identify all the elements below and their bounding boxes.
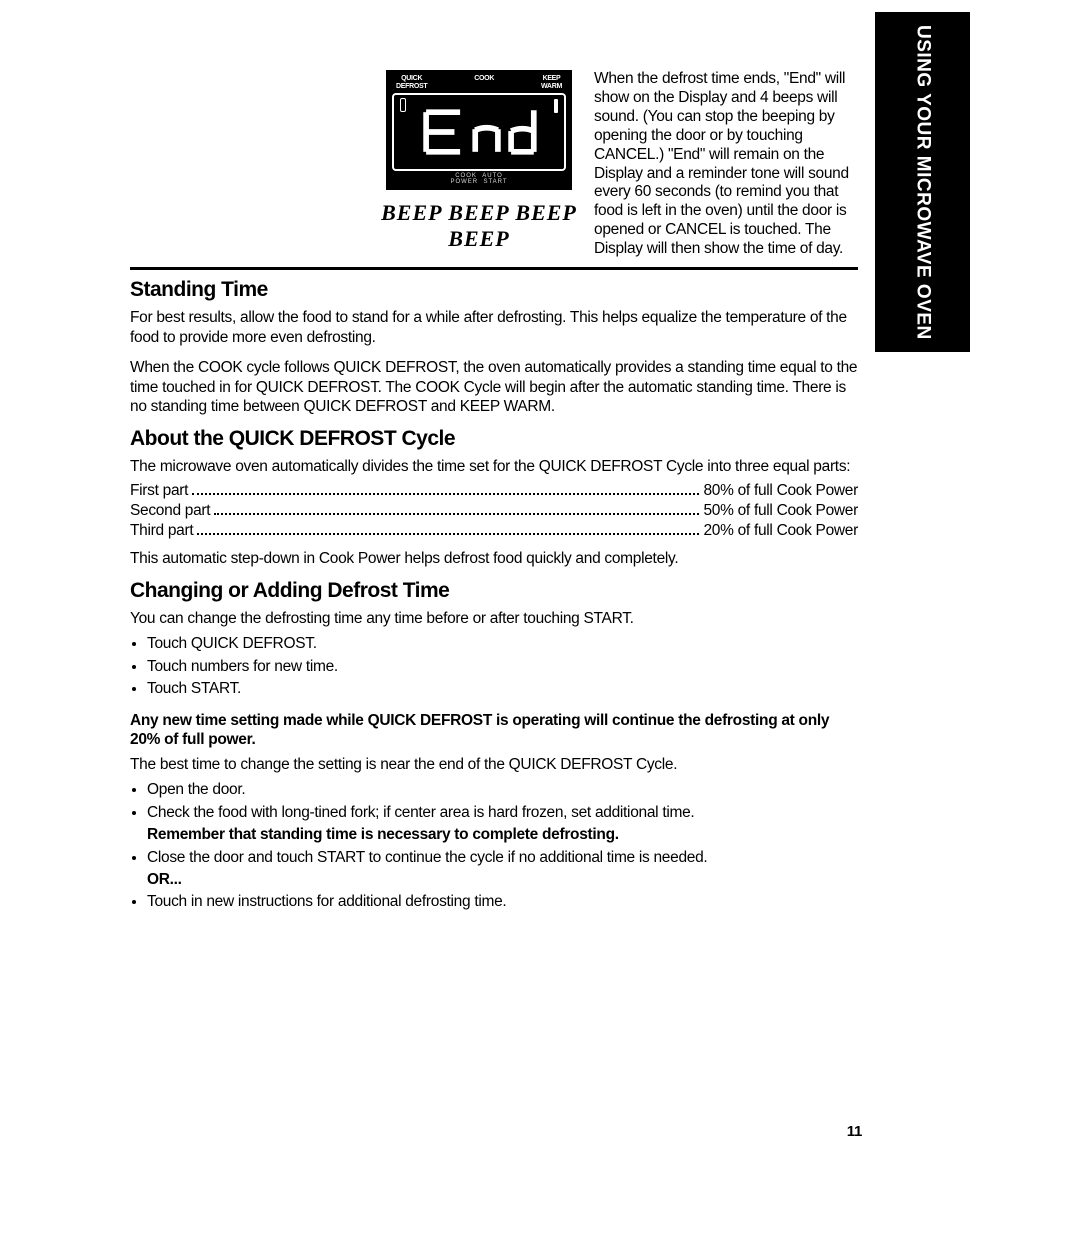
- panel-bottom-labels: COOK AUTOPOWER START: [392, 173, 566, 186]
- leader-value: 80% of full Cook Power: [703, 481, 858, 501]
- leader-row-3: Third part 20% of full Cook Power: [130, 521, 858, 541]
- leader-row-1: First part 80% of full Cook Power: [130, 481, 858, 501]
- about-cycle-intro: The microwave oven automatically divides…: [130, 457, 858, 477]
- leader-label: Third part: [130, 521, 193, 541]
- panel-label-cook: COOK: [474, 75, 494, 90]
- display-panel: QUICK DEFROST COOK KEEP WARM: [386, 70, 572, 190]
- step-item: Touch START.: [147, 678, 858, 700]
- panel-top-row: QUICK DEFROST COOK KEEP WARM: [392, 74, 566, 90]
- step-item: Check the food with long-tined fork; if …: [147, 802, 858, 847]
- note-bold: Any new time setting made while QUICK DE…: [130, 711, 858, 750]
- step-item: Touch in new instructions for additional…: [147, 891, 858, 913]
- step-item: Close the door and touch START to contin…: [147, 847, 858, 892]
- section-tab-label: USING YOUR MICROWAVE OVEN: [912, 25, 934, 340]
- panel-left-indicator: [400, 98, 406, 112]
- panel-label-keep-warm: KEEP WARM: [541, 75, 562, 90]
- page-content: QUICK DEFROST COOK KEEP WARM: [130, 70, 858, 918]
- standing-time-p2: When the COOK cycle follows QUICK DEFROS…: [130, 358, 858, 417]
- leader-dots: [214, 501, 699, 515]
- step-item: Open the door.: [147, 779, 858, 801]
- leader-row-2: Second part 50% of full Cook Power: [130, 501, 858, 521]
- heading-changing-time: Changing or Adding Defrost Time: [130, 579, 858, 603]
- panel-right-indicator: [554, 99, 558, 113]
- changing-time-steps: Touch QUICK DEFROST. Touch numbers for n…: [130, 633, 858, 700]
- step-item: Touch numbers for new time.: [147, 656, 858, 678]
- beep-text: BEEP BEEP BEEP BEEP: [374, 200, 584, 252]
- page-number: 11: [847, 1123, 862, 1140]
- leader-dots: [197, 521, 699, 535]
- leader-value: 20% of full Cook Power: [703, 521, 858, 541]
- section-tab: USING YOUR MICROWAVE OVEN: [875, 12, 970, 352]
- leader-value: 50% of full Cook Power: [703, 501, 858, 521]
- power-leader-list: First part 80% of full Cook Power Second…: [130, 481, 858, 541]
- best-time-note: The best time to change the setting is n…: [130, 755, 858, 775]
- display-row: QUICK DEFROST COOK KEEP WARM: [386, 70, 858, 259]
- panel-screen: [392, 93, 566, 171]
- panel-label-quick-defrost: QUICK DEFROST: [396, 75, 427, 90]
- leader-label: First part: [130, 481, 188, 501]
- panel-segment-display: [394, 97, 564, 167]
- leader-dots: [192, 481, 699, 495]
- about-cycle-outro: This automatic step-down in Cook Power h…: [130, 549, 858, 569]
- heading-about-cycle: About the QUICK DEFROST Cycle: [130, 427, 858, 451]
- final-steps: Open the door. Check the food with long-…: [130, 779, 858, 914]
- heading-standing-time: Standing Time: [130, 278, 858, 302]
- end-description: When the defrost time ends, "End" will s…: [594, 70, 858, 259]
- step-item: Touch QUICK DEFROST.: [147, 633, 858, 655]
- changing-time-intro: You can change the defrosting time any t…: [130, 609, 858, 629]
- standing-time-p1: For best results, allow the food to stan…: [130, 308, 858, 348]
- section-rule: [130, 267, 858, 270]
- leader-label: Second part: [130, 501, 210, 521]
- display-panel-block: QUICK DEFROST COOK KEEP WARM: [386, 70, 572, 252]
